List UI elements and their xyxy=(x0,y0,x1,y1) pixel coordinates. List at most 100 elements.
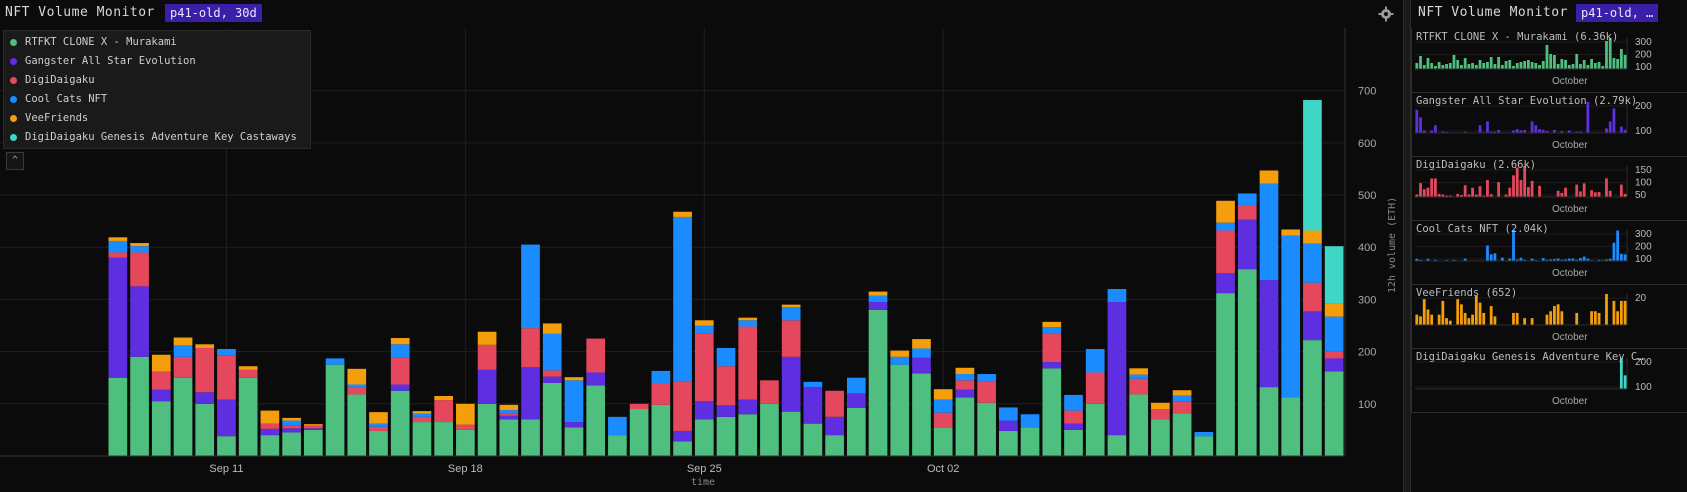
panel-divider[interactable] xyxy=(1403,0,1411,492)
stacked-bar-chart[interactable]: 100 200 300 400 500 600 700 Sep 11 Sep 18 Sep 25 O… xyxy=(0,0,1403,492)
bar-segment[interactable] xyxy=(390,390,410,456)
legend-item[interactable]: DigiDaigaku xyxy=(10,74,95,90)
bar-segment[interactable] xyxy=(1216,293,1235,456)
bar-segment[interactable] xyxy=(1194,431,1214,437)
bar-segment[interactable] xyxy=(825,435,844,456)
bar-segment[interactable] xyxy=(499,415,519,420)
bar-segment[interactable] xyxy=(912,373,931,456)
bar-segment[interactable] xyxy=(151,354,171,372)
bar-segment[interactable] xyxy=(912,339,931,349)
bar-segment[interactable] xyxy=(303,429,323,456)
bar-segment[interactable] xyxy=(238,377,258,456)
bar-segment[interactable] xyxy=(781,304,801,308)
bar-segment[interactable] xyxy=(1064,394,1083,411)
bar-segment[interactable] xyxy=(955,380,975,390)
bar-segment[interactable] xyxy=(933,412,953,428)
bar-segment[interactable] xyxy=(173,356,193,378)
bar-segment[interactable] xyxy=(1281,397,1301,456)
bar-segment[interactable] xyxy=(1172,390,1192,396)
bar-segment[interactable] xyxy=(1042,368,1062,456)
bar-segment[interactable] xyxy=(760,403,779,456)
bar-segment[interactable] xyxy=(499,419,519,456)
bar-segment[interactable] xyxy=(542,323,562,334)
bar-segment[interactable] xyxy=(651,370,671,384)
bar-segment[interactable] xyxy=(694,401,714,420)
bar-segment[interactable] xyxy=(1216,230,1235,274)
bar-segment[interactable] xyxy=(260,428,280,436)
bar-segment[interactable] xyxy=(564,380,584,423)
bar-segment[interactable] xyxy=(999,420,1018,431)
bar-segment[interactable] xyxy=(977,402,996,456)
bar-segment[interactable] xyxy=(369,423,388,427)
bar-segment[interactable] xyxy=(108,240,128,253)
bar-segment[interactable] xyxy=(390,357,410,385)
bar-segment[interactable] xyxy=(173,345,193,357)
bar-segment[interactable] xyxy=(716,416,736,456)
bar-segment[interactable] xyxy=(499,413,519,416)
bar-segment[interactable] xyxy=(477,369,497,404)
bar-segment[interactable] xyxy=(673,441,692,456)
bar-segment[interactable] xyxy=(999,407,1018,421)
bar-segment[interactable] xyxy=(456,429,475,456)
bar-segment[interactable] xyxy=(955,397,975,456)
bar-segment[interactable] xyxy=(390,344,410,358)
bar-segment[interactable] xyxy=(912,348,931,358)
bar-segment[interactable] xyxy=(716,366,736,406)
bar-segment[interactable] xyxy=(1281,235,1301,398)
bar-segment[interactable] xyxy=(108,257,128,378)
bar-segment[interactable] xyxy=(1042,327,1062,334)
bar-segment[interactable] xyxy=(499,404,519,411)
bar-segment[interactable] xyxy=(369,430,388,456)
bar-segment[interactable] xyxy=(1303,100,1322,231)
bar-segment[interactable] xyxy=(499,410,519,414)
bar-segment[interactable] xyxy=(282,417,301,421)
bar-segment[interactable] xyxy=(781,307,801,321)
bar-segment[interactable] xyxy=(803,387,823,424)
bar-segment[interactable] xyxy=(130,286,149,357)
bar-segment[interactable] xyxy=(369,412,388,424)
bar-segment[interactable] xyxy=(1020,414,1040,428)
bar-segment[interactable] xyxy=(347,368,367,385)
bar-segment[interactable] xyxy=(1303,243,1322,283)
bar-segment[interactable] xyxy=(955,367,975,375)
bar-segment[interactable] xyxy=(542,370,562,377)
bar-segment[interactable] xyxy=(282,432,301,456)
bar-segment[interactable] xyxy=(347,384,367,388)
bar-segment[interactable] xyxy=(586,385,606,456)
bar-segment[interactable] xyxy=(217,436,236,456)
bar-segment[interactable] xyxy=(608,435,627,456)
bar-segment[interactable] xyxy=(325,358,345,365)
bar-segment[interactable] xyxy=(890,364,910,456)
bar-segment[interactable] xyxy=(781,320,801,357)
bar-segment[interactable] xyxy=(890,356,910,365)
bar-segment[interactable] xyxy=(151,371,171,390)
bar-segment[interactable] xyxy=(586,372,606,386)
bar-segment[interactable] xyxy=(238,369,258,378)
bar-segment[interactable] xyxy=(434,395,453,401)
bar-segment[interactable] xyxy=(1085,372,1105,404)
bar-segment[interactable] xyxy=(1324,246,1344,304)
bar-segment[interactable] xyxy=(130,252,149,287)
bar-segment[interactable] xyxy=(564,377,584,381)
bar-segment[interactable] xyxy=(1151,409,1170,420)
bar-segment[interactable] xyxy=(1259,280,1279,388)
bar-segment[interactable] xyxy=(477,331,497,345)
bar-segment[interactable] xyxy=(1259,170,1279,184)
bar-segment[interactable] xyxy=(456,424,475,430)
bar-segment[interactable] xyxy=(303,428,323,430)
bar-segment[interactable] xyxy=(412,411,432,414)
bar-segment[interactable] xyxy=(651,404,671,456)
bar-segment[interactable] xyxy=(738,414,758,456)
bar-segment[interactable] xyxy=(629,403,649,410)
bar-segment[interactable] xyxy=(282,428,301,433)
bar-segment[interactable] xyxy=(1107,302,1127,436)
bar-segment[interactable] xyxy=(477,403,497,456)
sparkline-panel[interactable]: 20 VeeFriends (652) October xyxy=(1411,284,1687,349)
bar-segment[interactable] xyxy=(151,389,171,402)
bar-segment[interactable] xyxy=(825,390,844,417)
bar-segment[interactable] xyxy=(1151,419,1170,456)
bar-segment[interactable] xyxy=(542,333,562,371)
bar-segment[interactable] xyxy=(608,416,627,436)
bar-segment[interactable] xyxy=(412,416,432,423)
bar-segment[interactable] xyxy=(369,426,388,431)
